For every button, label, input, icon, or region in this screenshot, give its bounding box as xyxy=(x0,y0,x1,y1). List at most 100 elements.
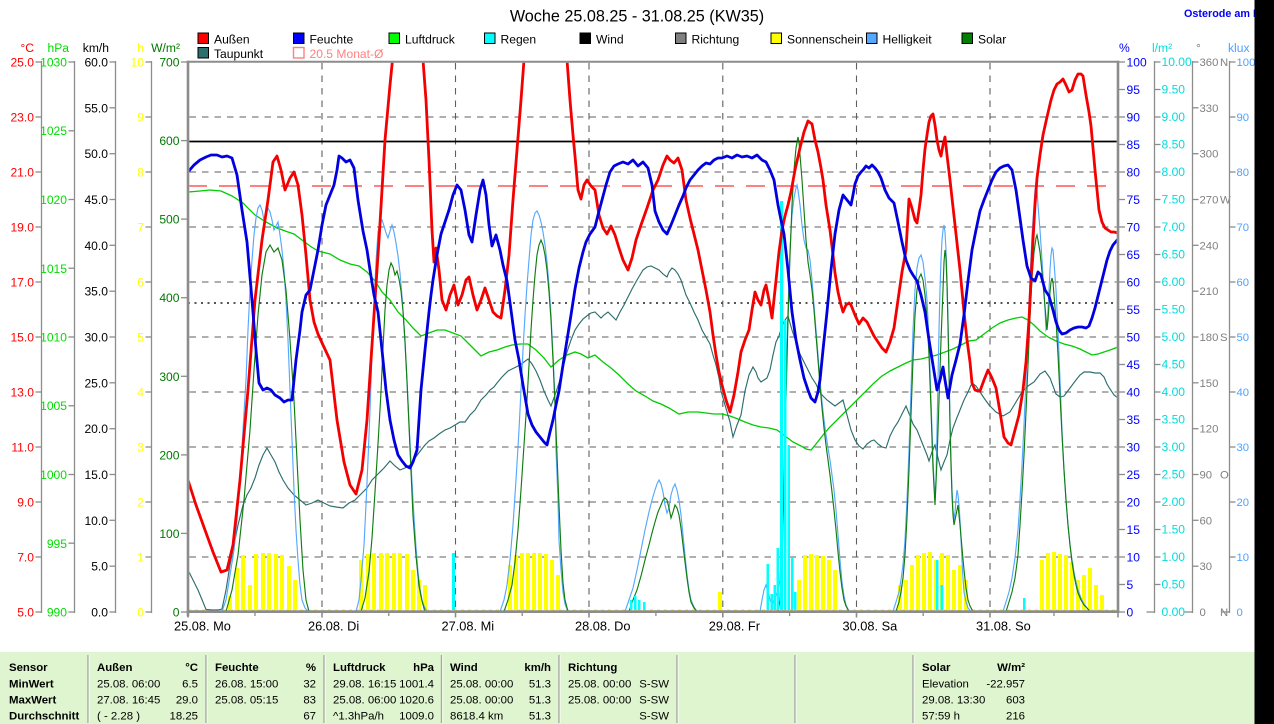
svg-text:25.08. 00:00: 25.08. 00:00 xyxy=(568,695,631,707)
svg-text:15.0: 15.0 xyxy=(10,331,34,345)
svg-text:5: 5 xyxy=(137,331,144,345)
svg-text:Sonnenschein: Sonnenschein xyxy=(787,33,864,47)
svg-text:51.3: 51.3 xyxy=(529,711,551,723)
svg-text:0: 0 xyxy=(137,606,144,620)
svg-text:Luftdruck: Luftdruck xyxy=(405,33,456,47)
svg-text:80: 80 xyxy=(1237,167,1250,179)
svg-text:20.0: 20.0 xyxy=(84,422,108,436)
svg-text:20.5 Monat-Ø: 20.5 Monat-Ø xyxy=(310,47,384,61)
svg-text:30: 30 xyxy=(1237,442,1250,454)
svg-text:N: N xyxy=(1220,57,1228,69)
svg-text:55.0: 55.0 xyxy=(84,101,108,115)
svg-text:100: 100 xyxy=(159,527,179,541)
svg-text:1015: 1015 xyxy=(40,262,67,276)
svg-text:90: 90 xyxy=(1237,112,1250,124)
svg-text:90: 90 xyxy=(1127,111,1141,125)
svg-text:90: 90 xyxy=(1200,470,1213,482)
svg-text:29.08. 13:30: 29.08. 13:30 xyxy=(922,695,985,707)
svg-text:150: 150 xyxy=(1200,378,1219,390)
svg-text:360: 360 xyxy=(1200,57,1219,69)
svg-text:5.50: 5.50 xyxy=(1162,303,1186,317)
svg-text:500: 500 xyxy=(159,213,179,227)
svg-text:1010: 1010 xyxy=(40,331,67,345)
svg-text:5: 5 xyxy=(1127,578,1134,592)
svg-text:25.08. 00:00: 25.08. 00:00 xyxy=(450,695,513,707)
svg-text:1020: 1020 xyxy=(40,193,67,207)
svg-text:S-SW: S-SW xyxy=(639,695,669,707)
svg-text:30: 30 xyxy=(1127,441,1141,455)
svg-text:N: N xyxy=(1220,607,1228,619)
svg-text:40: 40 xyxy=(1127,386,1141,400)
svg-text:210: 210 xyxy=(1200,286,1219,298)
svg-text:18.25: 18.25 xyxy=(169,711,198,723)
svg-text:23.0: 23.0 xyxy=(10,111,34,125)
svg-text:S: S xyxy=(1220,332,1228,344)
svg-text:51.3: 51.3 xyxy=(529,679,551,691)
svg-text:600: 600 xyxy=(159,134,179,148)
svg-text:O: O xyxy=(1220,470,1229,482)
svg-text:Wind: Wind xyxy=(596,33,624,47)
svg-text:4.50: 4.50 xyxy=(1162,358,1186,372)
svg-text:Regen: Regen xyxy=(501,33,537,47)
svg-text:Richtung: Richtung xyxy=(692,33,740,47)
svg-text:50: 50 xyxy=(1237,332,1250,344)
svg-text:8: 8 xyxy=(137,166,144,180)
svg-text:l/m²: l/m² xyxy=(1152,41,1172,55)
svg-text:7: 7 xyxy=(137,221,144,235)
svg-text:29.08. 16:15: 29.08. 16:15 xyxy=(333,679,396,691)
svg-text:270: 270 xyxy=(1200,195,1219,207)
svg-text:1020.6: 1020.6 xyxy=(399,695,434,707)
svg-text:6: 6 xyxy=(137,276,144,290)
svg-text:%: % xyxy=(306,662,316,674)
svg-text:700: 700 xyxy=(159,56,179,70)
svg-text:26.08. Di: 26.08. Di xyxy=(308,619,359,634)
svg-text:2: 2 xyxy=(137,496,144,510)
svg-text:603: 603 xyxy=(1006,695,1025,707)
svg-text:Solar: Solar xyxy=(978,33,1006,47)
svg-text:330: 330 xyxy=(1200,103,1219,115)
svg-text:4: 4 xyxy=(137,386,144,400)
svg-text:10.00: 10.00 xyxy=(1162,55,1193,69)
svg-text:1005: 1005 xyxy=(40,399,67,413)
svg-text:70: 70 xyxy=(1127,221,1141,235)
svg-text:Außen: Außen xyxy=(214,33,250,47)
svg-text:30.08. Sa: 30.08. Sa xyxy=(843,619,899,634)
svg-text:6.00: 6.00 xyxy=(1162,275,1186,289)
svg-text:70: 70 xyxy=(1237,222,1250,234)
svg-text:7.50: 7.50 xyxy=(1162,193,1186,207)
svg-text:1.50: 1.50 xyxy=(1162,523,1186,537)
svg-text:9.50: 9.50 xyxy=(1162,83,1186,97)
svg-text:19.0: 19.0 xyxy=(10,221,34,235)
svg-text:50.0: 50.0 xyxy=(84,147,108,161)
svg-text:0.0: 0.0 xyxy=(91,606,108,620)
svg-text:25.08. 00:00: 25.08. 00:00 xyxy=(450,679,513,691)
svg-text:67: 67 xyxy=(303,711,316,723)
svg-text:Woche 25.08.25 - 31.08.25 (KW3: Woche 25.08.25 - 31.08.25 (KW35) xyxy=(510,8,764,26)
svg-text:3.50: 3.50 xyxy=(1162,413,1186,427)
svg-text:8.00: 8.00 xyxy=(1162,165,1186,179)
svg-text:15: 15 xyxy=(1127,523,1141,537)
svg-text:MinWert: MinWert xyxy=(9,679,54,691)
svg-text:60: 60 xyxy=(1127,276,1141,290)
svg-text:Durchschnitt: Durchschnitt xyxy=(9,711,79,723)
svg-text:hPa: hPa xyxy=(413,662,435,674)
svg-text:120: 120 xyxy=(1200,424,1219,436)
svg-text:0.50: 0.50 xyxy=(1162,578,1186,592)
svg-text:Elevation: Elevation xyxy=(922,679,969,691)
svg-text:Sensor: Sensor xyxy=(9,662,48,674)
svg-text:°C: °C xyxy=(185,662,198,674)
svg-text:10.0: 10.0 xyxy=(84,514,108,528)
svg-text:Osterode am Harz: Osterode am Harz xyxy=(1184,8,1274,20)
svg-text:75: 75 xyxy=(1127,193,1141,207)
svg-text:11.0: 11.0 xyxy=(11,441,34,455)
svg-text:Helligkeit: Helligkeit xyxy=(883,33,933,47)
svg-text:40.0: 40.0 xyxy=(84,239,108,253)
svg-text:27.08. 16:45: 27.08. 16:45 xyxy=(97,695,160,707)
svg-text:25.08. 06:00: 25.08. 06:00 xyxy=(97,679,160,691)
svg-text:9.00: 9.00 xyxy=(1162,110,1186,124)
svg-text:0: 0 xyxy=(1127,606,1134,620)
svg-text:Außen: Außen xyxy=(97,662,132,674)
svg-text:51.3: 51.3 xyxy=(529,695,551,707)
svg-text:35.0: 35.0 xyxy=(84,285,108,299)
svg-text:45: 45 xyxy=(1127,358,1141,372)
